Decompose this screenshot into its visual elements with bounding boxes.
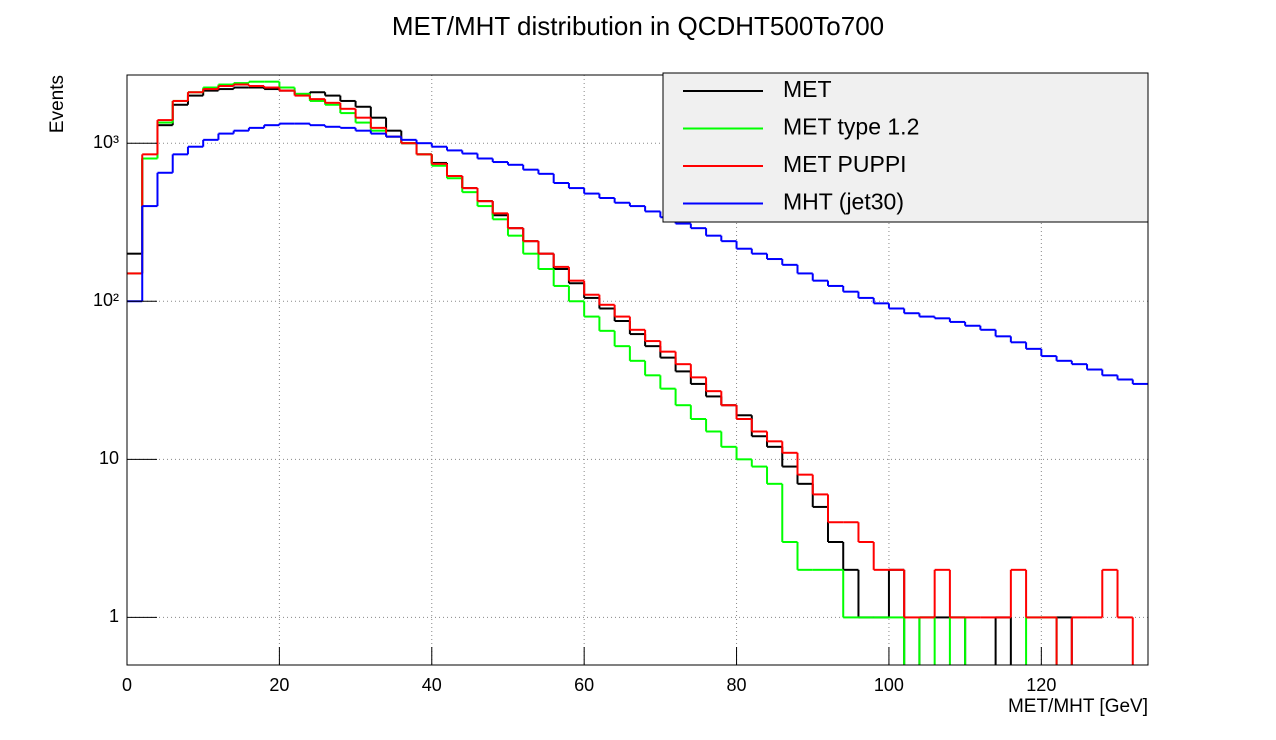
legend-box [662,72,1149,223]
y-axis-label: Events [47,75,68,133]
y-tick-label: 1 [109,606,119,626]
y-tick-label: 10² [93,290,119,310]
legend-label: MET PUPPI [783,151,907,177]
x-axis-label: MET/MHT [GeV] [1008,696,1148,717]
y-tick-label: 10³ [93,132,119,152]
legend: MET MET type 1.2 MET PUPPI MHT (jet30) [662,72,1149,223]
legend-label: MET [783,76,832,102]
x-tick-label: 100 [874,675,904,695]
legend-label: MHT (jet30) [783,189,904,215]
x-tick-label: 20 [269,675,289,695]
chart-title: MET/MHT distribution in QCDHT500To700 [392,11,884,41]
histograms [127,80,1148,665]
x-tick-label: 40 [422,675,442,695]
axes: 0 20 40 60 80 100 120 1 10 10² 10³ [93,132,1056,695]
x-tick-label: 80 [727,675,747,695]
x-tick-label: 120 [1026,675,1056,695]
plot-frame [126,74,1149,666]
x-tick-label: 60 [574,675,594,695]
x-tick-label: 0 [122,675,132,695]
y-tick-label: 10 [99,448,119,468]
legend-label: MET type 1.2 [783,114,919,140]
